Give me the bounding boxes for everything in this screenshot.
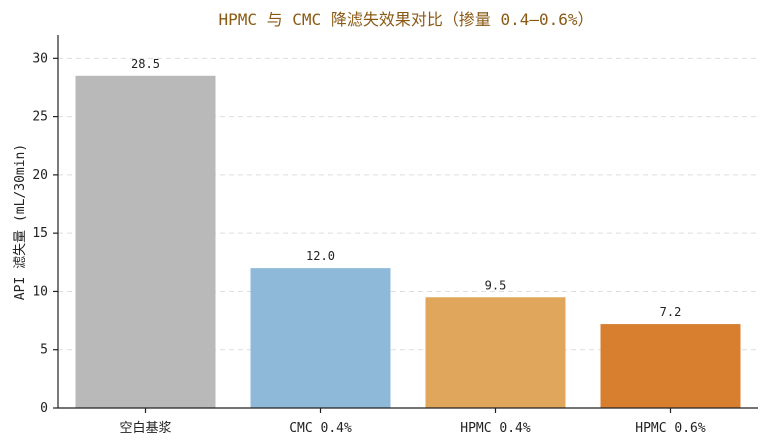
data-labels: 28.5 12.0 9.5 7.2 <box>131 57 681 319</box>
data-label: 9.5 <box>485 278 507 292</box>
y-tick-label: 10 <box>32 284 48 299</box>
x-tick-label: HPMC 0.6% <box>635 421 706 436</box>
x-axis-ticks: 空白基浆 CMC 0.4% HPMC 0.4% HPMC 0.6% <box>119 408 706 436</box>
data-label: 7.2 <box>660 305 682 319</box>
y-tick-label: 5 <box>40 343 48 358</box>
y-tick-label: 15 <box>32 226 48 241</box>
bar <box>425 297 566 408</box>
x-tick-label: CMC 0.4% <box>289 421 352 436</box>
bar <box>600 324 741 408</box>
y-axis-label: API 滤失量 (mL/30min) <box>13 144 28 300</box>
y-tick-label: 30 <box>32 51 48 66</box>
bar <box>250 268 391 408</box>
y-tick-label: 0 <box>40 401 48 416</box>
x-tick-label: HPMC 0.4% <box>460 421 531 436</box>
data-label: 12.0 <box>306 249 335 263</box>
bars <box>75 75 741 408</box>
y-tick-label: 20 <box>32 168 48 183</box>
x-tick-label: 空白基浆 <box>119 420 171 436</box>
chart-title: HPMC 与 CMC 降滤失效果对比（掺量 0.4–0.6%） <box>218 10 593 29</box>
bar <box>75 75 216 408</box>
data-label: 28.5 <box>131 57 160 71</box>
y-tick-label: 25 <box>32 110 48 125</box>
y-axis-ticks: 0 5 10 15 20 25 30 <box>32 51 58 416</box>
